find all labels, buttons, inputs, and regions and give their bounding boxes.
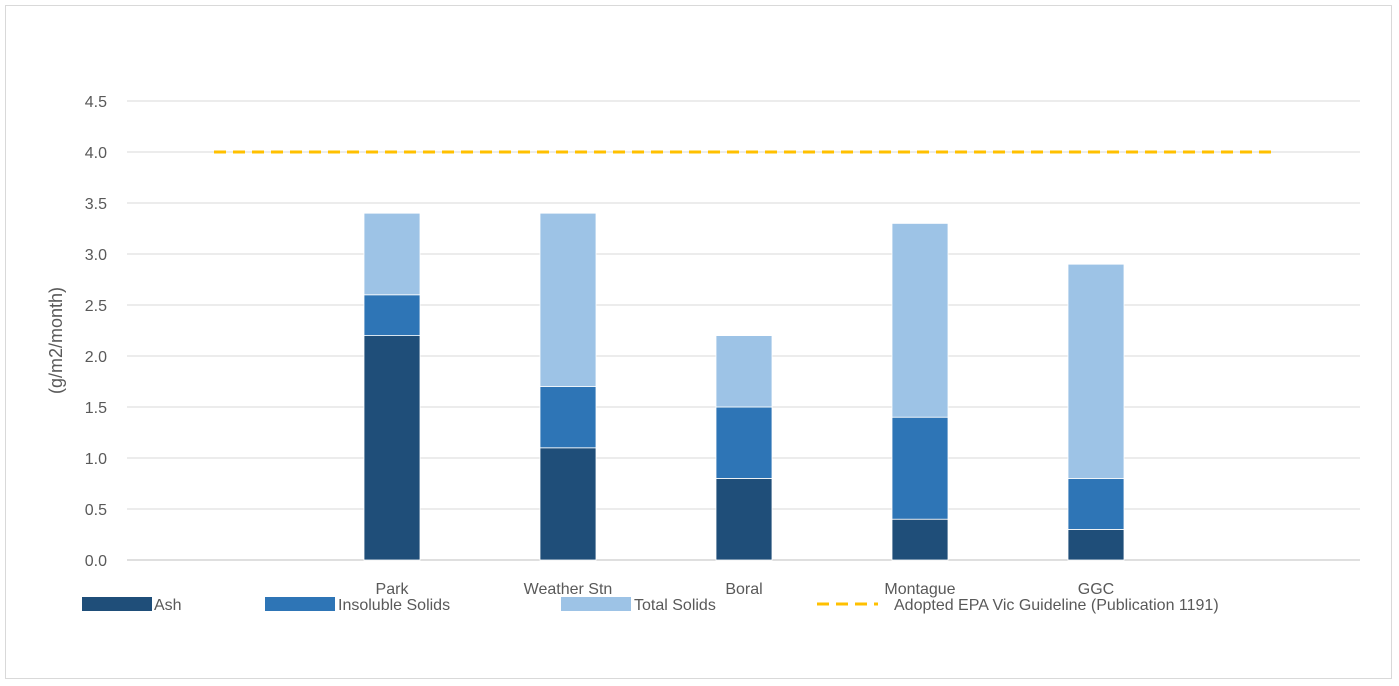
- bar-segment: [715, 477, 773, 561]
- y-tick-label: 0.5: [85, 502, 107, 519]
- bar-segment: [891, 518, 949, 561]
- bar-segment: [539, 212, 597, 387]
- bar-segment: [539, 386, 597, 449]
- legend: Ash Insoluble Solids Total Solids Adopted E…: [82, 597, 1219, 614]
- legend-swatch: [561, 597, 631, 611]
- x-tick-label: Park: [376, 581, 410, 598]
- legend-swatch: [82, 597, 152, 611]
- legend-swatch: [265, 597, 335, 611]
- legend-label: Total Solids: [634, 597, 716, 614]
- legend-label: Insoluble Solids: [338, 597, 450, 614]
- bar-segment: [1067, 529, 1125, 561]
- bar-segment: [715, 335, 773, 408]
- x-tick-label: Weather Stn: [524, 581, 613, 598]
- bar-segment: [363, 294, 421, 336]
- y-axis-tick-labels: 0.0 0.5 1.0 1.5 2.0 2.5 3.0 3.5 4.0 4.5: [85, 94, 107, 570]
- y-tick-label: 2.5: [85, 298, 107, 315]
- chart-frame: [5, 5, 1392, 679]
- y-tick-label: 0.0: [85, 553, 107, 570]
- y-tick-label: 2.0: [85, 349, 107, 366]
- y-tick-label: 3.0: [85, 247, 107, 264]
- bar-segment: [1067, 263, 1125, 479]
- x-axis-tick-labels: Park Weather Stn Boral Montague GGC: [376, 581, 1115, 598]
- bar-segment: [363, 212, 421, 296]
- bar-segment: [1067, 477, 1125, 530]
- y-tick-label: 1.0: [85, 451, 107, 468]
- x-tick-label: Montague: [884, 581, 955, 598]
- bar-segment: [715, 406, 773, 479]
- legend-label: Adopted EPA Vic Guideline (Publication 1…: [894, 597, 1219, 614]
- y-tick-label: 4.0: [85, 145, 107, 162]
- x-tick-label: Boral: [725, 581, 762, 598]
- y-tick-label: 3.5: [85, 196, 107, 213]
- bar-segment: [363, 335, 421, 561]
- bar-segment: [891, 222, 949, 418]
- legend-label: Ash: [154, 597, 182, 614]
- x-tick-label: GGC: [1078, 581, 1114, 598]
- y-tick-label: 1.5: [85, 400, 107, 417]
- bar-segment: [539, 447, 597, 561]
- y-axis-title: (g/m2/month): [46, 287, 66, 394]
- bars: [363, 212, 1125, 561]
- bar-segment: [891, 416, 949, 520]
- y-tick-label: 4.5: [85, 94, 107, 111]
